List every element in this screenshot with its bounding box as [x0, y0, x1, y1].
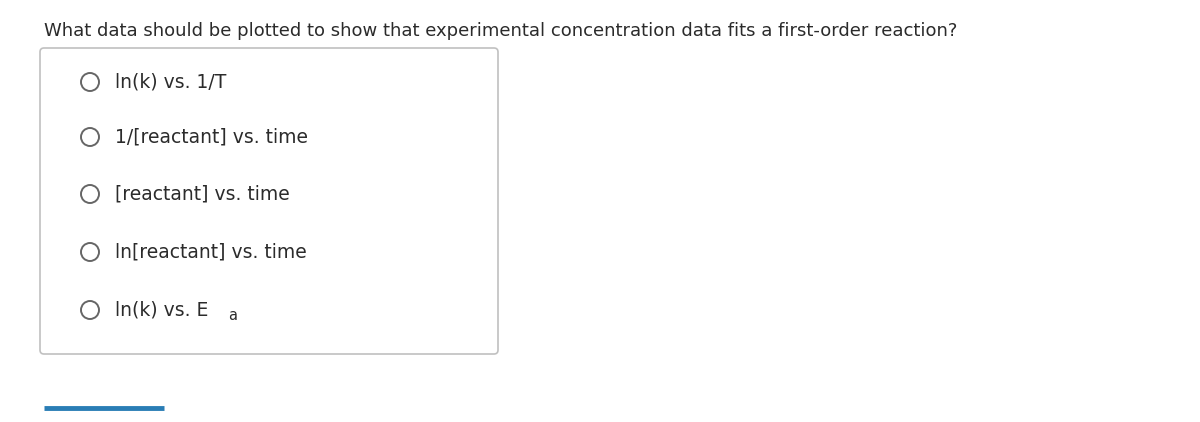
Text: ln(k) vs. 1/T: ln(k) vs. 1/T	[115, 73, 227, 92]
Circle shape	[82, 243, 98, 261]
Circle shape	[82, 185, 98, 203]
Text: a: a	[228, 308, 238, 322]
Text: ln[reactant] vs. time: ln[reactant] vs. time	[115, 243, 307, 262]
Text: 1/[reactant] vs. time: 1/[reactant] vs. time	[115, 127, 308, 146]
Text: [reactant] vs. time: [reactant] vs. time	[115, 184, 289, 203]
Circle shape	[82, 301, 98, 319]
Circle shape	[82, 73, 98, 91]
Text: ln(k) vs. E: ln(k) vs. E	[115, 300, 209, 319]
Circle shape	[82, 128, 98, 146]
Text: What data should be plotted to show that experimental concentration data fits a : What data should be plotted to show that…	[44, 22, 958, 40]
FancyBboxPatch shape	[40, 48, 498, 354]
